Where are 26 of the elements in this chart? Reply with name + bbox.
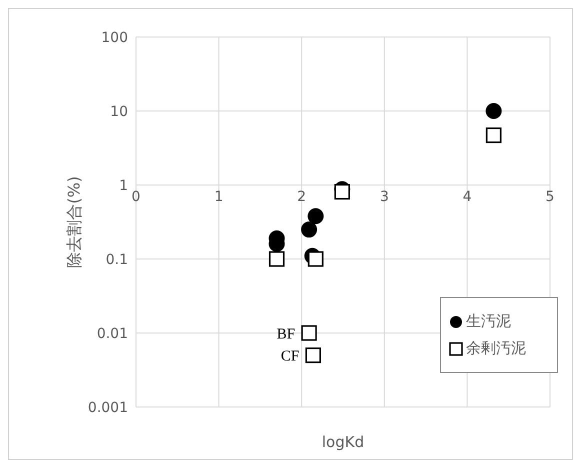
x-tick-label: 5 (546, 189, 554, 205)
x-tick-label: 2 (297, 189, 306, 205)
point (301, 325, 317, 341)
y-tick-label: 0.01 (96, 326, 128, 342)
point (301, 222, 318, 238)
y-tick-label: 0.1 (106, 252, 128, 268)
point (486, 103, 502, 119)
y-tick-label: 10 (110, 104, 128, 120)
x-tick-label: 4 (462, 189, 472, 205)
legend-label: 生汚泥 (466, 312, 511, 331)
point (308, 208, 324, 224)
annotation: BF (276, 326, 296, 342)
x-tick-label: 0 (132, 189, 140, 205)
point (486, 127, 502, 144)
point (308, 251, 324, 267)
y-axis-title: 除去割合(%) (64, 176, 84, 268)
y-tick-label: 1 (119, 178, 128, 194)
x-tick-label: 3 (380, 189, 389, 205)
y-tick-label: 100 (101, 30, 128, 46)
x-tick-label: 1 (214, 189, 224, 205)
point (305, 347, 321, 364)
point (268, 251, 285, 267)
annotation: CF (280, 348, 300, 365)
x-axis-title: logKd (322, 433, 364, 451)
y-tick-label: 0.001 (88, 400, 128, 416)
legend-label: 余剰汚泥 (466, 339, 526, 358)
